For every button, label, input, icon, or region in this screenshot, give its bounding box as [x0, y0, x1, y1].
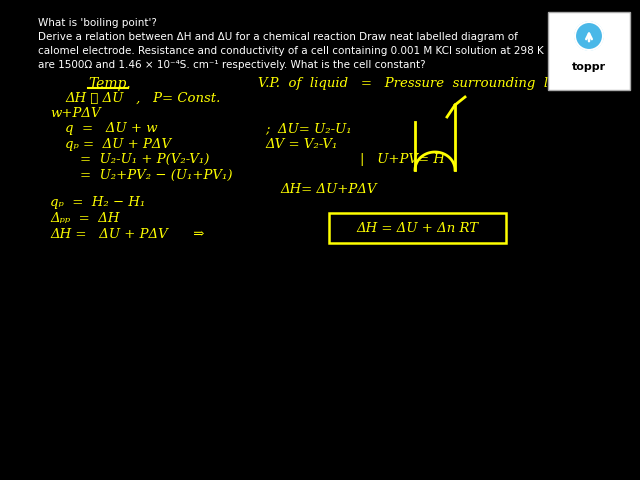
Text: q  =   ΔU + w: q = ΔU + w: [65, 122, 157, 135]
Text: =  U₂+PV₂ − (U₁+PV₁): = U₂+PV₂ − (U₁+PV₁): [80, 169, 232, 182]
Text: qₚ  =  H₂ − H₁: qₚ = H₂ − H₁: [50, 196, 145, 209]
Text: ΔV = V₂-V₁: ΔV = V₂-V₁: [265, 138, 337, 151]
Text: ΔH = ΔU + Δn RT: ΔH = ΔU + Δn RT: [356, 221, 479, 235]
Text: =  U₂-U₁ + P(V₂-V₁): = U₂-U₁ + P(V₂-V₁): [80, 153, 209, 166]
Text: ΔH =   ΔU + PΔV      ⇒: ΔH = ΔU + PΔV ⇒: [50, 228, 204, 241]
FancyBboxPatch shape: [329, 213, 506, 243]
Text: are 1500Ω and 1.46 × 10⁻⁴S. cm⁻¹ respectively. What is the cell constant?: are 1500Ω and 1.46 × 10⁻⁴S. cm⁻¹ respect…: [38, 60, 426, 70]
Text: qₚ =  ΔU + PΔV: qₚ = ΔU + PΔV: [65, 138, 171, 151]
Text: calomel electrode. Resistance and conductivity of a cell containing 0.001 M KCl : calomel electrode. Resistance and conduc…: [38, 46, 544, 56]
Text: ΔH= ΔU+PΔV: ΔH= ΔU+PΔV: [280, 183, 376, 196]
Text: ΔH ≅ ΔU   ,   P= Const.: ΔH ≅ ΔU , P= Const.: [65, 92, 220, 105]
Text: Temp.: Temp.: [88, 77, 131, 91]
Text: ;  ΔU= U₂-U₁: ; ΔU= U₂-U₁: [265, 122, 351, 135]
Text: Δₚₚ  =  ΔH: Δₚₚ = ΔH: [50, 212, 120, 225]
Text: What is 'boiling point'?: What is 'boiling point'?: [38, 18, 157, 28]
Text: V.P.  of  liquid   =   Pressure  surrounding  liq.: V.P. of liquid = Pressure surrounding li…: [258, 77, 565, 90]
Text: w+PΔV: w+PΔV: [50, 107, 100, 120]
Circle shape: [575, 22, 603, 50]
FancyBboxPatch shape: [548, 12, 630, 90]
Text: |   U+PV= H: | U+PV= H: [360, 153, 445, 166]
Text: Derive a relation between ΔH and ΔU for a chemical reaction Draw neat labelled d: Derive a relation between ΔH and ΔU for …: [38, 32, 518, 42]
Text: toppr: toppr: [572, 62, 606, 72]
